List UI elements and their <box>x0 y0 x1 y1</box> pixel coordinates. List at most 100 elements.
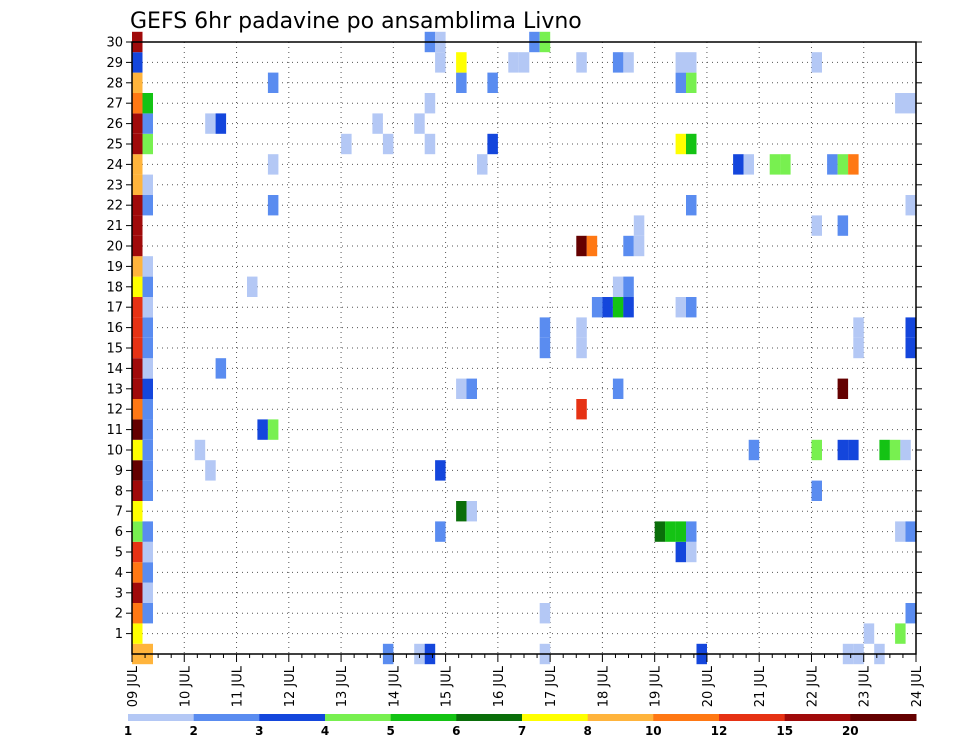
heatmap-cell <box>267 195 279 216</box>
heatmap-cell <box>132 297 143 318</box>
heatmap-cell <box>132 541 143 563</box>
heatmap-cell <box>633 215 645 236</box>
colorbar-segment <box>128 714 195 721</box>
x-tick-label: 09 JUL <box>126 665 141 707</box>
heatmap-cell <box>675 541 687 563</box>
x-tick-label: 15 JUL <box>440 665 455 707</box>
heatmap-cell <box>612 378 624 399</box>
heatmap-cell <box>132 623 143 644</box>
heatmap-cell <box>142 582 153 603</box>
heatmap-cell <box>487 72 498 93</box>
heatmap-cell <box>435 521 446 542</box>
heatmap-cell <box>576 337 587 359</box>
colorbar-segment <box>325 714 392 721</box>
heatmap-cell <box>132 562 143 583</box>
heatmap-cell <box>905 93 916 114</box>
heatmap-cell <box>477 154 488 175</box>
colorbar-label: 20 <box>842 724 859 738</box>
x-tick-label: 21 JUL <box>753 665 768 707</box>
x-axis-ticks: 09 JUL 10 JUL 11 JUL 12 JUL 13 JUL 14 JUL 15 J… <box>126 654 925 707</box>
y-tick-label: 29 <box>106 56 123 71</box>
heatmap-cell <box>848 439 859 461</box>
y-tick-label: 25 <box>106 138 123 153</box>
heatmap-cell <box>132 480 143 501</box>
y-tick-label: 10 <box>106 444 123 459</box>
heatmap-cell <box>132 439 143 461</box>
heatmap-cell <box>257 419 268 440</box>
heatmap-cell <box>142 460 153 481</box>
heatmap-cell <box>215 113 227 134</box>
heatmap-cell <box>733 154 744 175</box>
chart-title: GEFS 6hr padavine po ansamblima Livno <box>130 9 582 34</box>
heatmap-cell <box>905 317 916 338</box>
heatmap-cell <box>576 52 587 73</box>
heatmap-cell <box>539 603 551 624</box>
heatmap-cell <box>456 72 467 93</box>
heatmap-cell <box>142 297 153 318</box>
heatmap-cell <box>142 439 153 461</box>
colorbar-segment <box>456 714 523 721</box>
heatmap-cell <box>132 337 143 359</box>
colorbar-segment <box>719 714 786 721</box>
heatmap-cell <box>879 439 890 461</box>
x-tick-label: 20 JUL <box>701 665 716 707</box>
heatmap-cell <box>576 399 587 420</box>
heatmap-cell <box>142 562 153 583</box>
heatmap-cell <box>142 276 153 297</box>
y-tick-label: 28 <box>106 76 123 91</box>
heatmap-cell <box>623 276 634 297</box>
heatmap-cell <box>142 174 153 195</box>
heatmap-cell <box>132 276 143 297</box>
y-tick-label: 18 <box>106 280 123 295</box>
y-tick-label: 26 <box>106 117 123 132</box>
y-tick-label: 12 <box>106 403 123 418</box>
heatmap-cell <box>895 623 906 644</box>
y-tick-label: 4 <box>115 566 123 581</box>
heatmap-cell <box>602 297 613 318</box>
heatmap-cell <box>132 460 143 481</box>
heatmap-cell <box>623 52 634 73</box>
heatmap-cell <box>456 501 467 522</box>
heatmap-cell <box>853 337 864 359</box>
heatmap-cell <box>132 501 143 522</box>
heatmap-cell <box>780 154 791 175</box>
heatmap-cell <box>837 439 849 461</box>
x-tick-label: 11 JUL <box>231 665 246 707</box>
x-tick-label: 24 JUL <box>910 665 925 707</box>
heatmap-cell <box>132 113 143 134</box>
heatmap-cell <box>132 582 143 603</box>
y-tick-label: 15 <box>106 342 123 357</box>
heatmap-cell <box>675 52 687 73</box>
heatmap-cell <box>424 93 436 114</box>
heatmap-cell <box>811 215 822 236</box>
heatmap-cell <box>132 215 143 236</box>
heatmap-cell <box>142 256 153 277</box>
heatmap-cell <box>132 93 143 114</box>
heatmap-cell <box>341 133 352 155</box>
x-tick-label: 18 JUL <box>596 665 611 707</box>
heatmap-cell <box>466 378 477 399</box>
heatmap-cell <box>576 235 587 257</box>
colorbar-label: 5 <box>387 724 395 738</box>
colorbar-label: 3 <box>255 724 263 738</box>
heatmap-cell <box>686 541 697 563</box>
heatmap-cell <box>889 439 901 461</box>
heatmap-cell <box>132 378 143 399</box>
heatmap-cell <box>414 113 425 134</box>
heatmap-cell <box>132 52 143 73</box>
heatmap-cell <box>853 317 864 338</box>
heatmap-cell <box>424 133 436 155</box>
heatmap-cell <box>518 52 530 73</box>
heatmap-cell <box>132 317 143 338</box>
y-tick-label: 5 <box>115 546 123 561</box>
colorbar-segment <box>390 714 457 721</box>
heatmap-cell <box>686 72 697 93</box>
y-tick-label: 6 <box>115 525 123 540</box>
heatmap-cell <box>576 317 587 338</box>
heatmap-cell <box>905 195 916 216</box>
heatmap-cell <box>895 521 906 542</box>
heatmap-cell <box>686 297 697 318</box>
y-tick-label: 21 <box>106 219 123 234</box>
y-tick-label: 9 <box>115 464 123 479</box>
colorbar-segment <box>193 714 260 721</box>
